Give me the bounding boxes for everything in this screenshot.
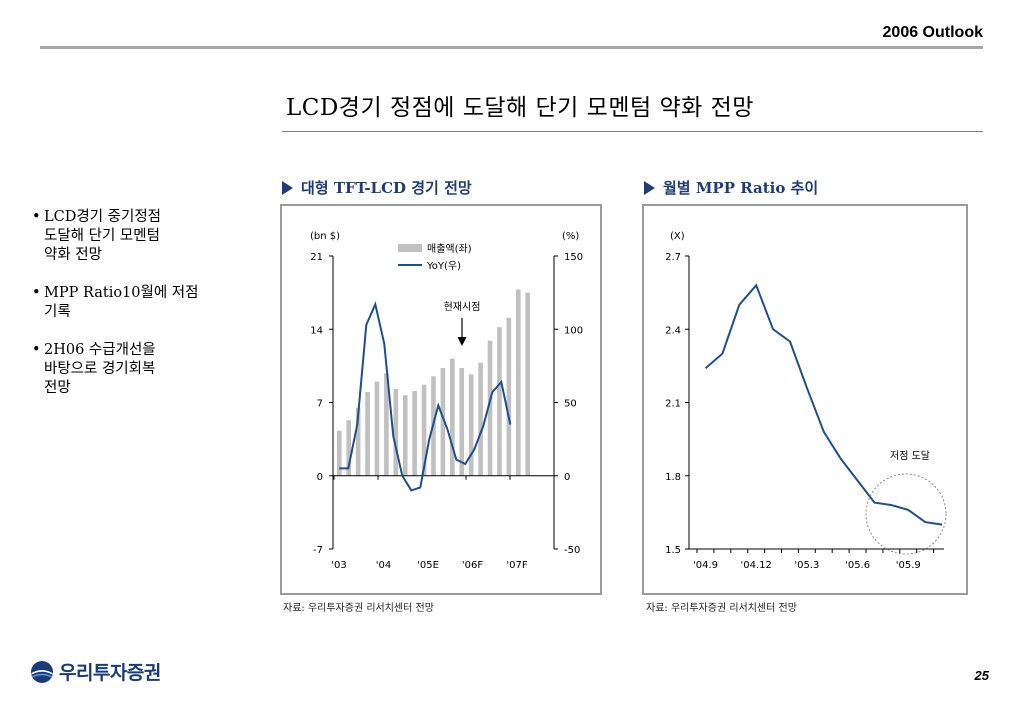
left-y-tick-label: -7 xyxy=(313,545,323,556)
page-number: 25 xyxy=(974,668,989,683)
page-title: LCD경기 정점에 도달해 단기 모멘텀 약화 전망 xyxy=(286,95,754,121)
triangle-bullet-icon xyxy=(282,181,293,195)
bar xyxy=(459,367,465,476)
x-tick-label: '05E xyxy=(417,560,439,571)
right-chart-frame: (X) 1.5 1.8 2.1 2.4 2.7 '04.9 '04.12 '05.3 '05.6 '… xyxy=(642,204,968,595)
bar xyxy=(412,390,417,476)
right-y-tick-label: -50 xyxy=(564,545,580,556)
left-y-tick-label: 14 xyxy=(310,325,323,336)
low-point-circle xyxy=(865,473,947,555)
y-tick-label: 2.4 xyxy=(665,325,681,336)
header-label: 2006 Outlook xyxy=(882,24,983,41)
left-y-tick-label: 21 xyxy=(310,252,323,263)
x-tick-label: '05.6 xyxy=(845,560,870,571)
right-y-tick-label: 100 xyxy=(564,325,583,336)
bar xyxy=(421,384,427,476)
bar xyxy=(346,420,352,476)
bar xyxy=(478,362,483,476)
legend-label-yoy: YoY(우) xyxy=(426,260,461,272)
bar xyxy=(440,367,446,476)
bar xyxy=(506,317,512,476)
header-rule xyxy=(40,46,983,49)
legend-label-revenue: 매출액(좌) xyxy=(427,243,472,255)
x-tick-label: '04 xyxy=(376,560,391,571)
triangle-bullet-icon xyxy=(644,181,655,195)
company-logo: 우리투자증권 xyxy=(30,658,161,685)
right-chart-source: 자료: 우리투자증권 리서치센터 전망 xyxy=(646,603,797,614)
bar xyxy=(402,395,408,476)
logo-text: 우리투자증권 xyxy=(59,662,161,684)
y-tick-label: 1.5 xyxy=(665,545,681,556)
left-axis-unit: (bn $) xyxy=(310,231,340,242)
y-axis-unit: (X) xyxy=(670,231,685,242)
x-tick-label: '06F xyxy=(462,560,483,571)
title-rule xyxy=(282,131,983,132)
y-tick-label: 1.8 xyxy=(665,472,681,483)
annotation-arrow-head xyxy=(457,337,467,346)
yoy-line xyxy=(339,301,512,492)
bar xyxy=(525,292,530,476)
current-point-annotation: 현재시점 xyxy=(444,301,481,313)
right-chart: (X) 1.5 1.8 2.1 2.4 2.7 '04.9 '04.12 '05.3 '05.6 '… xyxy=(665,231,947,571)
bar xyxy=(384,373,389,476)
woori-logo-icon xyxy=(31,660,53,683)
bar xyxy=(515,289,521,476)
legend-swatch-bar xyxy=(398,244,422,252)
bar xyxy=(374,381,380,476)
y-tick-label: 2.7 xyxy=(665,252,681,263)
x-tick-label: '05.9 xyxy=(896,560,921,571)
x-tick-label: '04.12 xyxy=(741,560,772,571)
x-tick-label: '04.9 xyxy=(693,560,718,571)
bar xyxy=(497,327,502,476)
left-y-tick-label: 0 xyxy=(317,472,323,483)
low-point-annotation: 저점 도달 xyxy=(890,450,930,462)
x-tick-label: '05.3 xyxy=(794,560,819,571)
bullet-item: MPP Ratio10월에 저점 기록 xyxy=(32,284,262,322)
bar xyxy=(365,392,370,476)
left-chart-title: 대형 TFT-LCD 경기 전망 xyxy=(282,177,472,198)
right-chart-title: 월별 MPP Ratio 추이 xyxy=(644,177,818,198)
x-tick-label: '07F xyxy=(506,560,527,571)
right-y-tick-label: 150 xyxy=(564,252,583,263)
y-tick-label: 2.1 xyxy=(665,399,681,410)
right-axis-unit: (%) xyxy=(562,231,579,242)
right-y-tick-label: 50 xyxy=(564,399,577,410)
left-chart: (bn $) (%) -7 0 7 14 21 -50 0 50 100 150 '03 '04 '05E '… xyxy=(310,231,583,571)
left-y-tick-label: 7 xyxy=(317,399,323,410)
bullet-item: 2H06 수급개선을 바탕으로 경기회복 전망 xyxy=(32,341,262,398)
left-chart-source: 자료: 우리투자증권 리서치센터 전망 xyxy=(283,603,434,614)
bullet-item: LCD경기 중기정점 도달해 단기 모멘텀 약화 전망 xyxy=(32,208,262,265)
bar xyxy=(487,340,493,476)
x-tick-label: '03 xyxy=(331,560,346,571)
right-y-tick-label: 0 xyxy=(564,472,570,483)
bar xyxy=(337,430,342,476)
bar xyxy=(355,407,361,476)
bar xyxy=(468,374,474,476)
bullet-list: LCD경기 중기정점 도달해 단기 모멘텀 약화 전망 MPP Ratio10월… xyxy=(32,208,262,417)
left-chart-frame: (bn $) (%) -7 0 7 14 21 -50 0 50 100 150 '03 '04 '05E '… xyxy=(280,204,602,595)
bar xyxy=(450,358,455,476)
bar xyxy=(393,388,399,476)
mpp-ratio-line xyxy=(704,283,943,526)
